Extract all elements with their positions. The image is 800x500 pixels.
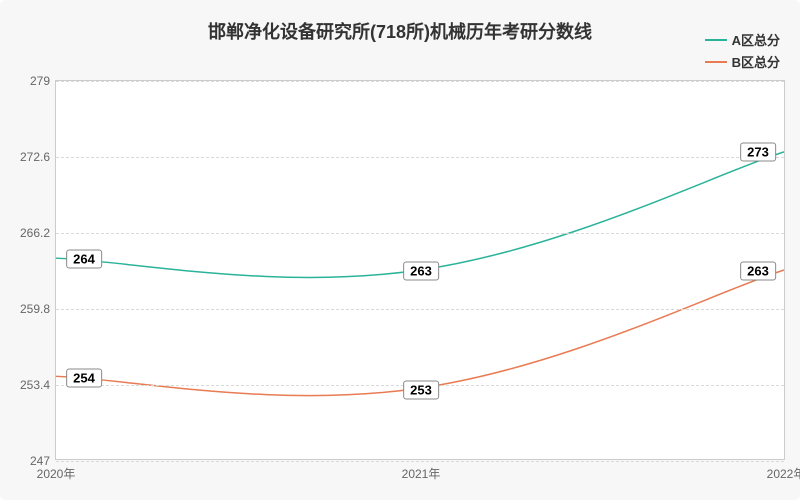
series-line xyxy=(56,270,784,396)
data-label: 254 xyxy=(66,368,102,387)
y-axis-tick: 259.8 xyxy=(20,302,50,316)
legend-item-a: A区总分 xyxy=(705,30,780,49)
legend-swatch-b xyxy=(705,61,727,63)
data-label: 253 xyxy=(403,380,439,399)
y-axis-tick: 266.2 xyxy=(20,226,50,240)
data-label: 264 xyxy=(66,250,102,269)
data-label: 263 xyxy=(740,262,776,281)
gridline xyxy=(56,461,784,462)
y-axis-tick: 279 xyxy=(30,74,50,88)
gridline xyxy=(56,309,784,310)
legend-label-b: B区总分 xyxy=(732,52,780,71)
legend-label-a: A区总分 xyxy=(732,30,780,49)
legend-swatch-a xyxy=(705,39,727,41)
chart-container: 邯郸净化设备研究所(718所)机械历年考研分数线 A区总分 B区总分 24725… xyxy=(0,0,800,500)
x-axis-tick: 2020年 xyxy=(37,465,76,482)
data-label: 273 xyxy=(740,143,776,162)
gridline xyxy=(56,233,784,234)
gridline xyxy=(56,81,784,82)
plot-area: 247253.4259.8266.2272.62792020年2021年2022… xyxy=(55,80,785,460)
chart-title: 邯郸净化设备研究所(718所)机械历年考研分数线 xyxy=(0,18,800,44)
gridline xyxy=(56,157,784,158)
data-label: 263 xyxy=(403,262,439,281)
legend: A区总分 B区总分 xyxy=(705,30,780,74)
legend-item-b: B区总分 xyxy=(705,52,780,71)
x-axis-tick: 2021年 xyxy=(402,465,441,482)
series-line xyxy=(56,152,784,278)
y-axis-tick: 253.4 xyxy=(20,378,50,392)
x-axis-tick: 2022年 xyxy=(767,465,800,482)
y-axis-tick: 272.6 xyxy=(20,150,50,164)
